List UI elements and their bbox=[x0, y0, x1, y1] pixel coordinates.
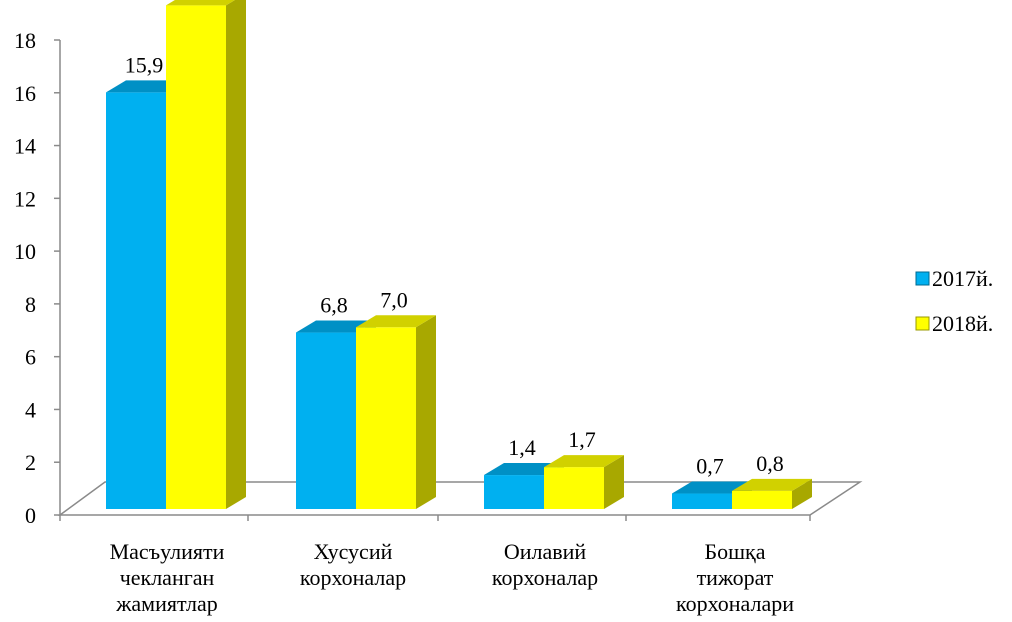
bar-series-2-1 bbox=[166, 0, 246, 509]
y-tick-label: 10 bbox=[14, 239, 36, 264]
y-tick-label: 16 bbox=[14, 81, 36, 106]
legend-swatch bbox=[915, 316, 930, 331]
y-tick-label: 18 bbox=[14, 28, 36, 53]
chart-floor bbox=[57, 481, 863, 516]
bar-side bbox=[416, 315, 436, 509]
bar-front bbox=[296, 332, 356, 509]
bar-front bbox=[166, 5, 226, 509]
bar-front bbox=[106, 92, 166, 510]
bar-side bbox=[792, 478, 812, 509]
bar-top bbox=[356, 315, 436, 328]
bar-top bbox=[166, 0, 235, 6]
category-label: Хусусий корхоналар bbox=[300, 539, 406, 590]
legend-label: 2018й. bbox=[932, 311, 993, 336]
bar-front bbox=[732, 490, 792, 509]
bar-side bbox=[604, 455, 624, 509]
bar-series-2-2 bbox=[356, 315, 436, 509]
bar-top bbox=[672, 481, 752, 494]
y-tick-label: 4 bbox=[25, 397, 36, 422]
data-label: 6,8 bbox=[320, 293, 348, 318]
category-label: Бошқа тижорат корхоналари bbox=[676, 539, 794, 616]
legend-label: 2017й. bbox=[932, 266, 993, 291]
bar-front bbox=[672, 493, 732, 509]
y-tick-label: 2 bbox=[25, 450, 36, 475]
data-label: 7,0 bbox=[380, 287, 408, 312]
data-label: 1,7 bbox=[568, 427, 596, 452]
category-label: Оилавий корхоналар bbox=[492, 539, 598, 590]
legend-item-2: 2018й. bbox=[915, 311, 993, 336]
legend-swatch bbox=[915, 271, 930, 286]
bar-front bbox=[544, 467, 604, 509]
bar-front bbox=[484, 475, 544, 509]
data-label: 1,4 bbox=[508, 435, 536, 460]
y-tick-label: 12 bbox=[14, 186, 36, 211]
y-tick-label: 0 bbox=[25, 503, 36, 528]
bar-series-2-3 bbox=[544, 455, 624, 509]
category-label: Масъулияти чекланган жамиятлар bbox=[110, 539, 225, 616]
legend-item-1: 2017й. bbox=[915, 266, 993, 291]
y-tick-label: 8 bbox=[25, 292, 36, 317]
y-tick-label: 14 bbox=[14, 134, 36, 159]
y-tick-label: 6 bbox=[25, 345, 36, 370]
bar-front bbox=[356, 327, 416, 509]
bar-top bbox=[544, 455, 624, 468]
data-label: 15,9 bbox=[125, 52, 164, 77]
bar-series-2-4 bbox=[732, 478, 812, 509]
data-label: 0,7 bbox=[696, 454, 724, 479]
data-label: 0,8 bbox=[756, 451, 784, 476]
bar-side bbox=[226, 0, 246, 509]
bar-top bbox=[732, 478, 812, 491]
